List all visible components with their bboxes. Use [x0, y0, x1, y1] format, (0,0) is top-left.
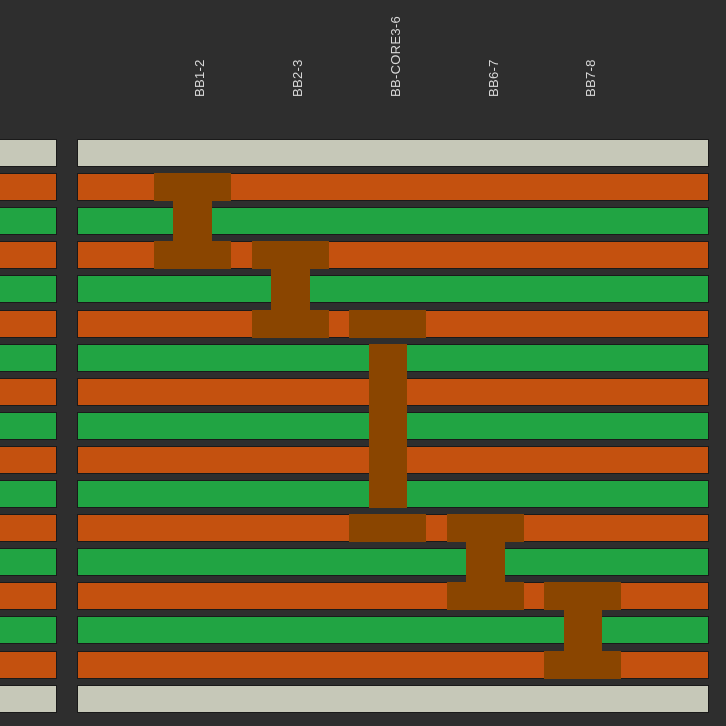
bridge-block — [349, 310, 426, 338]
bridge-block — [349, 514, 426, 542]
left-row-bar-green — [0, 480, 57, 508]
left-row-bar-green — [0, 207, 57, 235]
bridge-connector — [564, 596, 602, 665]
row-bar-green — [77, 616, 709, 644]
left-row-bar-cap — [0, 139, 57, 167]
row-bar-cap — [77, 139, 709, 167]
column-label-bb6-7: BB6-7 — [476, 0, 501, 112]
left-row-bar-green — [0, 548, 57, 576]
left-row-bar-orange — [0, 241, 57, 269]
column-label-bb1-2: BB1-2 — [182, 0, 207, 112]
column-label-text: BB-CORE3-6 — [388, 15, 403, 97]
left-row-bar-orange — [0, 310, 57, 338]
left-row-bar-green — [0, 412, 57, 440]
row-bar-cap — [77, 685, 709, 713]
row-bar-green — [77, 548, 709, 576]
left-row-bar-orange — [0, 514, 57, 542]
bridge-connector — [271, 255, 310, 324]
left-row-bar-orange — [0, 446, 57, 474]
bridge-connector — [173, 187, 212, 255]
column-label-bb-core3-6: BB-CORE3-6 — [378, 0, 403, 112]
left-row-bar-green — [0, 275, 57, 303]
left-row-bar-orange — [0, 651, 57, 679]
column-label-text: BB1-2 — [192, 59, 207, 97]
left-row-bar-green — [0, 344, 57, 372]
column-label-bb2-3: BB2-3 — [280, 0, 305, 112]
left-row-bar-green — [0, 616, 57, 644]
row-bar-green — [77, 275, 709, 303]
column-label-bb7-8: BB7-8 — [573, 0, 598, 112]
left-row-bar-cap — [0, 685, 57, 713]
row-bar-green — [77, 207, 709, 235]
column-label-text: BB6-7 — [486, 59, 501, 97]
left-row-bar-orange — [0, 582, 57, 610]
left-row-bar-orange — [0, 173, 57, 201]
column-label-text: BB2-3 — [290, 59, 305, 97]
column-label-text: BB7-8 — [583, 59, 598, 97]
bridge-block — [369, 344, 407, 508]
left-row-bar-orange — [0, 378, 57, 406]
bridge-connector — [466, 528, 505, 596]
